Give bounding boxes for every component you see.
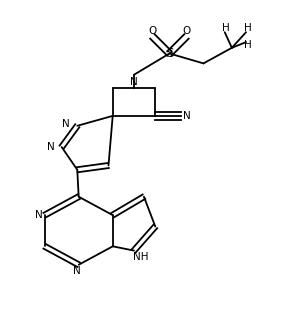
Text: N: N <box>62 118 70 128</box>
Text: N: N <box>130 77 138 87</box>
Text: H: H <box>244 40 251 50</box>
Text: S: S <box>166 47 173 60</box>
Text: NH: NH <box>133 252 149 262</box>
Text: H: H <box>244 23 251 33</box>
Text: N: N <box>47 142 55 152</box>
Text: N: N <box>183 111 191 121</box>
Text: O: O <box>182 26 191 36</box>
Text: N: N <box>74 266 81 276</box>
Text: N: N <box>34 210 42 220</box>
Text: H: H <box>222 23 230 33</box>
Text: O: O <box>148 26 156 36</box>
